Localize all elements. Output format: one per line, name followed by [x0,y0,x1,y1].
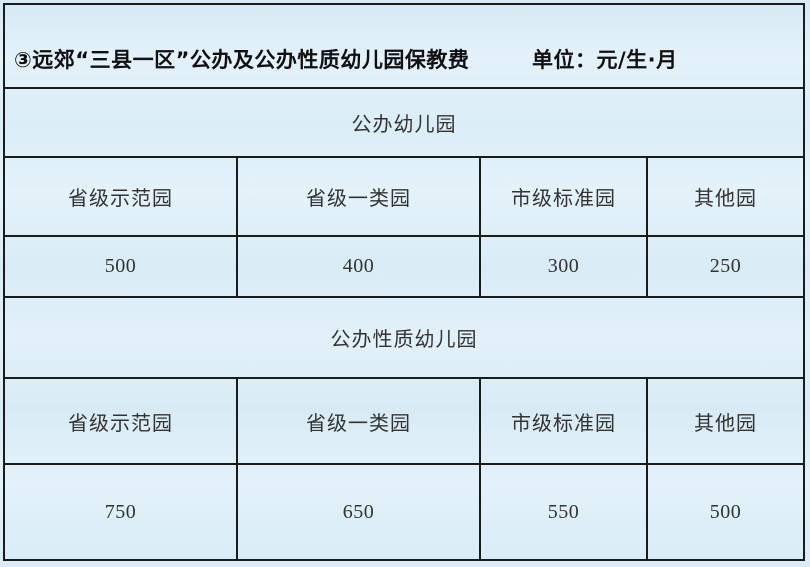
fee-value-cell: 500 [709,500,742,523]
section-row-public-kindergarten: 公办幼儿园 [5,89,803,158]
column-header-row: 省级示范园 省级一类园 市级标准园 其他园 [5,379,803,465]
fee-value-cell: 500 [5,237,238,296]
column-header-cell: 市级标准园 [481,379,648,463]
fee-table: ③远郊“三县一区”公办及公办性质幼儿园保教费 单位：元/生·月 公办幼儿园 省级… [3,3,805,561]
value-row: 750 650 550 500 [5,465,803,559]
column-header-cell: 省级示范园 [5,379,238,463]
value-row: 500 400 300 250 [5,237,803,298]
section-row-public-nature-kindergarten: 公办性质幼儿园 [5,298,803,379]
section-title: 公办性质幼儿园 [330,329,478,351]
fee-value-cell: 650 [238,465,481,559]
fee-value-cell: 300 [481,237,648,296]
column-header-cell: 其他园 [694,188,757,210]
column-header-cell: 市级标准园 [481,158,648,235]
column-header-row: 省级示范园 省级一类园 市级标准园 其他园 [5,158,803,237]
fee-value-cell: 400 [238,237,481,296]
table-title-row: ③远郊“三县一区”公办及公办性质幼儿园保教费 单位：元/生·月 [5,5,803,89]
column-header-cell: 省级一类园 [238,158,481,235]
column-header-cell: 其他园 [694,412,757,435]
unit-label: 单位：元/生·月 [532,48,678,72]
table-title: ③远郊“三县一区”公办及公办性质幼儿园保教费 [14,48,470,72]
column-header-cell: 省级一类园 [238,379,481,463]
fee-value-cell: 250 [709,255,742,277]
fee-value-cell: 750 [5,465,238,559]
section-title: 公办幼儿园 [351,114,457,136]
column-header-cell: 省级示范园 [5,158,238,235]
fee-value-cell: 550 [481,465,648,559]
